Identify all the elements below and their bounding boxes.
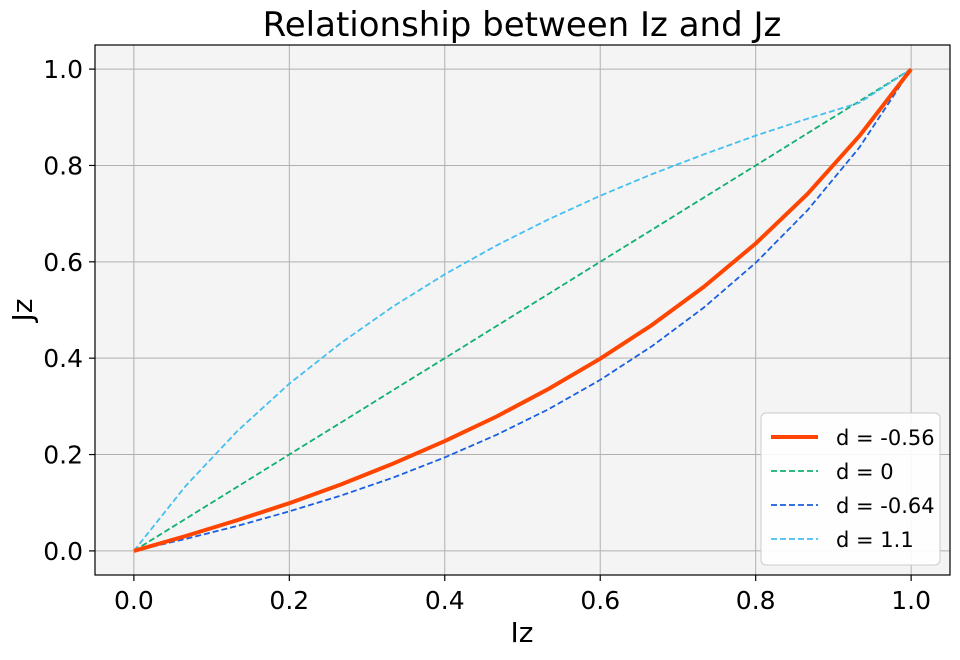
- x-tick-label: 0.2: [269, 586, 309, 615]
- y-tick-label: 0.6: [43, 248, 83, 277]
- legend: d = -0.56 d = 0 d = -0.64 d = 1.1: [760, 412, 941, 566]
- legend-label: d = -0.56: [836, 426, 935, 450]
- y-tick-label: 1.0: [43, 55, 83, 84]
- y-axis-ticks: 0.0 0.2 0.4 0.6 0.8 1.0: [43, 55, 95, 566]
- chart-title: Relationship between Iz and Jz: [263, 5, 782, 45]
- plot-frame: [94, 44, 951, 576]
- legend-label: d = 0: [836, 460, 894, 484]
- series-layer: [133, 67, 913, 553]
- x-tick-label: 1.0: [891, 586, 931, 615]
- legend-label: d = -0.64: [836, 494, 935, 518]
- x-tick-label: 0.4: [425, 586, 465, 615]
- x-tick-label: 0.6: [580, 586, 620, 615]
- y-tick-label: 0.0: [43, 537, 83, 566]
- x-tick-label: 0.8: [736, 586, 776, 615]
- y-tick-label: 0.2: [43, 441, 83, 470]
- legend-label: d = 1.1: [836, 528, 914, 552]
- series-line-2: [133, 68, 912, 552]
- y-tick-label: 0.8: [43, 151, 83, 180]
- y-tick-label: 0.4: [43, 344, 83, 373]
- x-axis-label: Iz: [511, 616, 534, 649]
- legend-box: [760, 412, 941, 566]
- series-line-0: [133, 67, 913, 553]
- series-line-3: [133, 68, 912, 552]
- x-tick-label: 0.0: [114, 586, 154, 615]
- y-axis-label: Jz: [6, 299, 39, 324]
- x-axis-ticks: 0.0 0.2 0.4 0.6 0.8 1.0: [114, 575, 931, 615]
